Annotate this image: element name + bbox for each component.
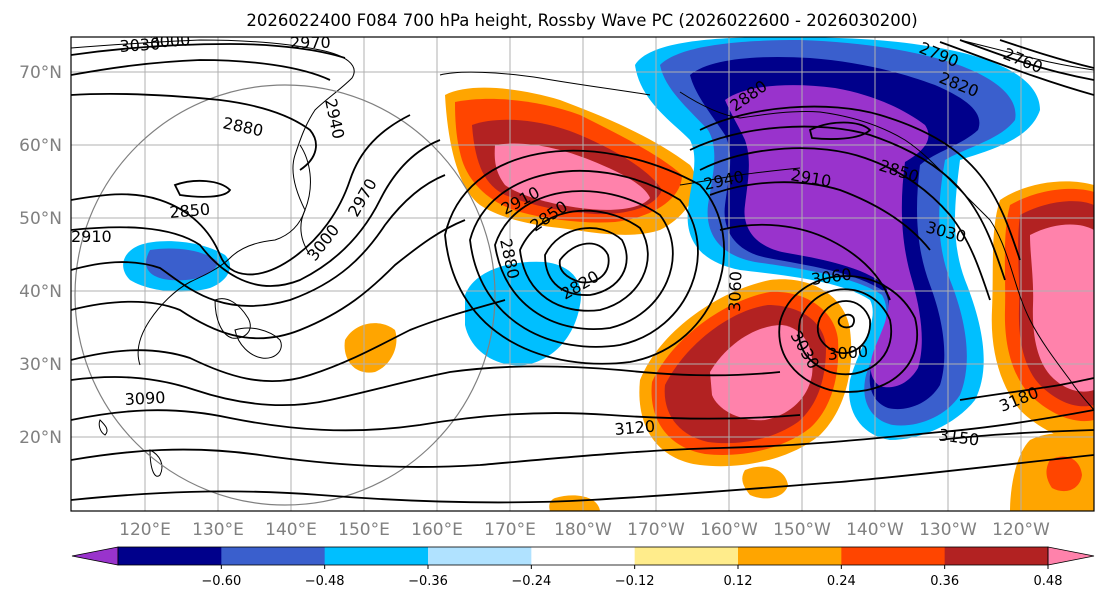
colorbar-bin xyxy=(324,547,429,565)
colorbar-bin xyxy=(221,547,326,565)
lat-label: 40°N xyxy=(19,282,62,302)
contour-label: 3120 xyxy=(614,417,656,439)
range-ring xyxy=(74,84,496,506)
colorbar-tick-label: −0.36 xyxy=(408,574,448,589)
map-panel: 3030 3000 2970 2880 2940 2850 2910 3000 … xyxy=(71,30,1094,511)
colorbar-tick-label: −0.24 xyxy=(511,574,551,589)
lon-label: 170°W xyxy=(627,520,685,540)
map-frame xyxy=(70,36,1095,512)
lat-label: 20°N xyxy=(19,428,62,448)
contour-label: 2970 xyxy=(290,33,331,52)
colorbar-tick-label: 0.24 xyxy=(827,574,856,589)
lon-label: 140°E xyxy=(265,520,317,540)
colorbar-bin xyxy=(428,547,532,565)
contour-label: 3090 xyxy=(124,388,166,409)
colorbar-extend-high xyxy=(1047,546,1095,566)
lat-label: 60°N xyxy=(19,136,62,156)
latitude-labels: 70°N 60°N 50°N 40°N 30°N 20°N xyxy=(19,63,62,448)
lon-label: 170°E xyxy=(484,520,536,540)
colorbar-bin xyxy=(738,547,842,565)
contour-label: 2850 xyxy=(169,200,211,222)
shaded-anomalies xyxy=(123,37,1094,511)
colorbar-tick-label: 0.48 xyxy=(1034,574,1063,589)
lon-label: 120°E xyxy=(119,520,171,540)
lon-label: 120°W xyxy=(992,520,1050,540)
graticule xyxy=(71,37,1094,511)
colorbar-tick-label: −0.60 xyxy=(201,574,241,589)
contour-label: 3000 xyxy=(827,342,869,364)
lat-label: 50°N xyxy=(19,209,62,229)
lon-label: 160°W xyxy=(700,520,758,540)
contour-label: 3060 xyxy=(725,271,745,312)
contour-label: 3030 xyxy=(119,34,161,56)
lat-label: 30°N xyxy=(19,355,62,375)
colorbar: −0.60 −0.48 −0.36 −0.24 −0.12 0.12 0.24 0.36 0.4… xyxy=(71,546,1095,589)
lon-label: 180°W xyxy=(554,520,612,540)
lon-label: 150°W xyxy=(773,520,831,540)
lon-label: 130°E xyxy=(192,520,244,540)
colorbar-outline xyxy=(117,546,1049,566)
colorbar-bin xyxy=(841,547,946,565)
colorbar-bin xyxy=(634,547,739,565)
colorbar-tick-label: −0.48 xyxy=(305,574,345,589)
colorbar-bin xyxy=(944,547,1049,565)
height-contours xyxy=(71,39,1094,504)
lat-label: 70°N xyxy=(19,63,62,83)
colorbar-tick-label: −0.12 xyxy=(615,574,655,589)
contour-label: 2910 xyxy=(71,227,112,246)
lon-label: 160°E xyxy=(411,520,463,540)
colorbar-bin xyxy=(531,547,636,565)
colorbar-extend-low xyxy=(71,546,119,566)
colorbar-bin xyxy=(118,547,222,565)
longitude-labels: 120°E 130°E 140°E 150°E 160°E 170°E 180°… xyxy=(119,520,1050,540)
chart-title: 2026022400 F084 700 hPa height, Rossby W… xyxy=(246,11,917,30)
colorbar-tick-label: 0.12 xyxy=(724,574,753,589)
lon-label: 150°E xyxy=(338,520,390,540)
lon-label: 130°W xyxy=(919,520,977,540)
colorbar-tick-label: 0.36 xyxy=(930,574,959,589)
lon-label: 140°W xyxy=(846,520,904,540)
contour-label: 3000 xyxy=(149,30,191,52)
